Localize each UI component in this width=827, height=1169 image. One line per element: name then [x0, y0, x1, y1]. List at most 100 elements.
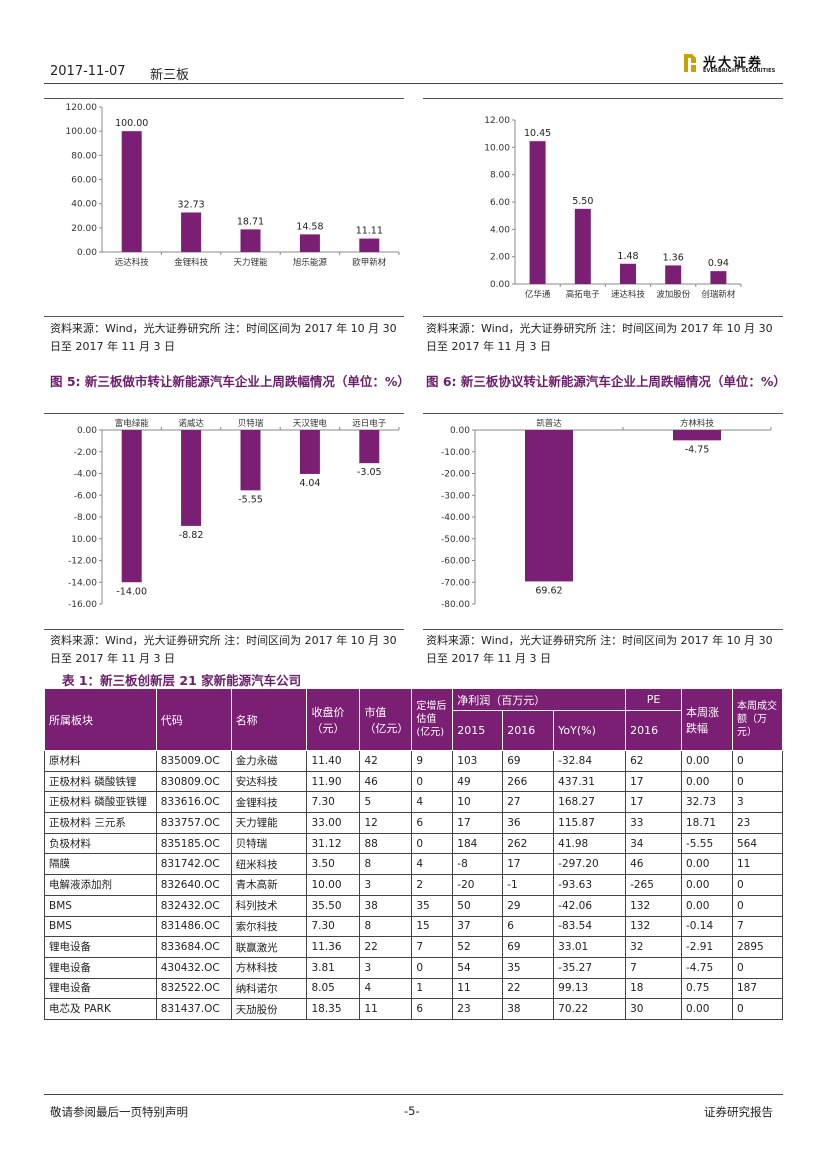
- table-cell: -265: [625, 874, 682, 896]
- y-tick-label: 80.00: [71, 151, 97, 161]
- table-row: 隔膜 831742.OC 纽米科技 3.50 8 4 -8 17 -297.20 46 0.00 11: [44, 853, 784, 876]
- chart2-top-rule: [423, 98, 783, 99]
- table-cell: 22: [502, 977, 555, 1000]
- chart2-bottom-rule: [423, 316, 783, 317]
- table-cell: 33.00: [306, 812, 361, 834]
- table-cell: 3.81: [306, 956, 361, 979]
- table-cell: 15: [411, 915, 454, 938]
- table-cell: 37: [452, 915, 504, 938]
- table-cell: 0.00: [681, 894, 733, 917]
- table-cell: 正极材料 磷酸铁锂: [44, 770, 157, 793]
- table-cell: 17: [452, 812, 504, 834]
- table-cell: 0: [731, 750, 784, 772]
- table-cell: 负极材料: [44, 832, 157, 855]
- bar: [525, 430, 573, 582]
- th-profit-group: 净利润（百万元）: [452, 688, 627, 711]
- brand-name: 光大证券: [703, 56, 764, 71]
- table-cell: 2: [411, 874, 454, 896]
- y-tick-label: 60.00: [71, 176, 97, 186]
- table-row: 正极材料 磷酸亚铁锂 833616.OC 金锂科技 7.30 5 4 10 27 168.27 1…: [44, 791, 784, 814]
- table-cell: 35: [502, 956, 555, 979]
- table-cell: 3: [359, 874, 413, 896]
- table-cell: 17: [625, 770, 682, 793]
- table-cell: -2.91: [681, 936, 733, 958]
- table-cell: 锂电设备: [44, 936, 157, 958]
- bar-value-label: 18.71: [237, 216, 264, 227]
- th-mcap: 市值（亿元）: [359, 688, 413, 751]
- table-cell: 29: [502, 894, 555, 917]
- y-tick-label: -4.00: [74, 470, 98, 480]
- table-cell: 266: [502, 770, 555, 793]
- figure-6-title: 图 6: 新三板协议转让新能源汽车企业上周跌幅情况（单位：%）: [426, 374, 786, 389]
- th-close: 收盘价（元）: [306, 688, 361, 751]
- source-note-4: 资料来源：Wind，光大证券研究所 注：时间区间为 2017 年 10 月 30…: [426, 634, 773, 665]
- table-cell: 830809.OC: [155, 770, 232, 793]
- table-cell: -0.14: [681, 915, 733, 938]
- table-row: BMS 832432.OC 科列技术 35.50 38 35 50 29 -42.06 132 0.…: [44, 894, 784, 917]
- y-tick-label: -8.00: [74, 513, 98, 523]
- th-pe-2016: 2016: [625, 710, 682, 751]
- table-cell: -5.55: [681, 832, 733, 855]
- th-placement: 定增后估值(亿元): [411, 688, 454, 751]
- bar: [181, 212, 202, 252]
- table-cell: 35.50: [306, 894, 361, 917]
- table-cell: 5: [359, 791, 413, 814]
- bar: [710, 271, 727, 284]
- table-cell: -83.54: [553, 915, 627, 938]
- table-row: 正极材料 三元系 833757.OC 天力锂能 33.00 12 6 17 36 115.87 3…: [44, 812, 784, 834]
- bar-value-label: 100.00: [115, 118, 148, 129]
- table-cell: 0.00: [681, 750, 733, 772]
- table-cell: 34: [625, 832, 682, 855]
- brand-logo-icon: [684, 54, 696, 72]
- th-week-change: 本周涨跌幅: [681, 688, 733, 751]
- table-cell: -4.75: [681, 956, 733, 979]
- table-cell: 50: [452, 894, 504, 917]
- chart3-top-rule: [44, 413, 404, 414]
- page-number: -5-: [404, 1104, 420, 1118]
- y-tick-label: -30.00: [441, 491, 470, 501]
- bar-value-label: -5.55: [238, 494, 263, 505]
- table-cell: 38: [502, 998, 555, 1020]
- y-tick-label: -2.00: [74, 448, 98, 458]
- table-cell: 69: [502, 936, 555, 958]
- table-cell: 0: [731, 894, 784, 917]
- table-cell: 831742.OC: [155, 853, 232, 876]
- table-cell: 7.30: [306, 791, 361, 814]
- table-cell: 17: [502, 853, 555, 876]
- table-cell: 11.90: [306, 770, 361, 793]
- table-cell: 0: [411, 770, 454, 793]
- table-cell: 7: [731, 915, 784, 938]
- bar-value-label: 10.45: [524, 128, 551, 139]
- table-cell: 11.36: [306, 936, 361, 958]
- table-cell: 方林科技: [230, 956, 308, 979]
- bar-value-label: -14.00: [116, 586, 147, 597]
- table-cell: 832640.OC: [155, 874, 232, 896]
- table-cell: 184: [452, 832, 504, 855]
- table-cell: BMS: [44, 915, 157, 938]
- table-cell: 0: [731, 874, 784, 896]
- th-yoy: YoY(%): [553, 710, 627, 751]
- bar-value-label: 4.04: [299, 478, 320, 489]
- table-cell: 41.98: [553, 832, 627, 855]
- category-label: 贝特瑞: [238, 418, 264, 429]
- table-cell: 0: [411, 832, 454, 855]
- bar-value-label: 1.36: [663, 252, 684, 263]
- source-note-1: 资料来源：Wind，光大证券研究所 注：时间区间为 2017 年 10 月 30…: [50, 322, 397, 353]
- table-cell: 7.30: [306, 915, 361, 938]
- table-cell: 0.00: [681, 853, 733, 876]
- category-label: 远达科技: [115, 257, 150, 268]
- table-cell: 0: [411, 956, 454, 979]
- category-label: 富电绿能: [115, 418, 150, 429]
- y-tick-label: -6.00: [74, 491, 98, 501]
- table-cell: 36: [502, 812, 555, 834]
- y-tick-label: -70.00: [441, 578, 470, 588]
- table-row: BMS 831486.OC 索尔科技 7.30 8 15 37 6 -83.54 132 -0.14…: [44, 915, 784, 938]
- table-cell: 科列技术: [230, 894, 308, 917]
- table-cell: 0.00: [681, 874, 733, 896]
- chart1-bottom-rule: [44, 316, 404, 317]
- table-cell: 7: [411, 936, 454, 958]
- bar: [574, 208, 591, 284]
- source-note-3: 资料来源：Wind，光大证券研究所 注：时间区间为 2017 年 10 月 30…: [50, 634, 397, 665]
- y-tick-label: 8.00: [490, 171, 510, 181]
- table-cell: 天劢股份: [230, 998, 308, 1020]
